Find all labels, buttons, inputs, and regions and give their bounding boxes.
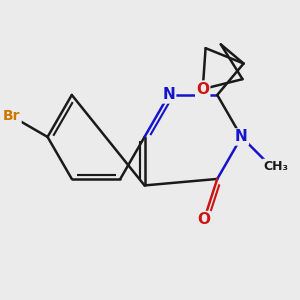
Text: O: O — [198, 212, 211, 227]
Text: N: N — [162, 88, 175, 103]
Text: N: N — [235, 129, 248, 144]
Text: O: O — [196, 82, 209, 97]
Text: Br: Br — [3, 109, 21, 123]
Text: CH₃: CH₃ — [263, 160, 288, 173]
